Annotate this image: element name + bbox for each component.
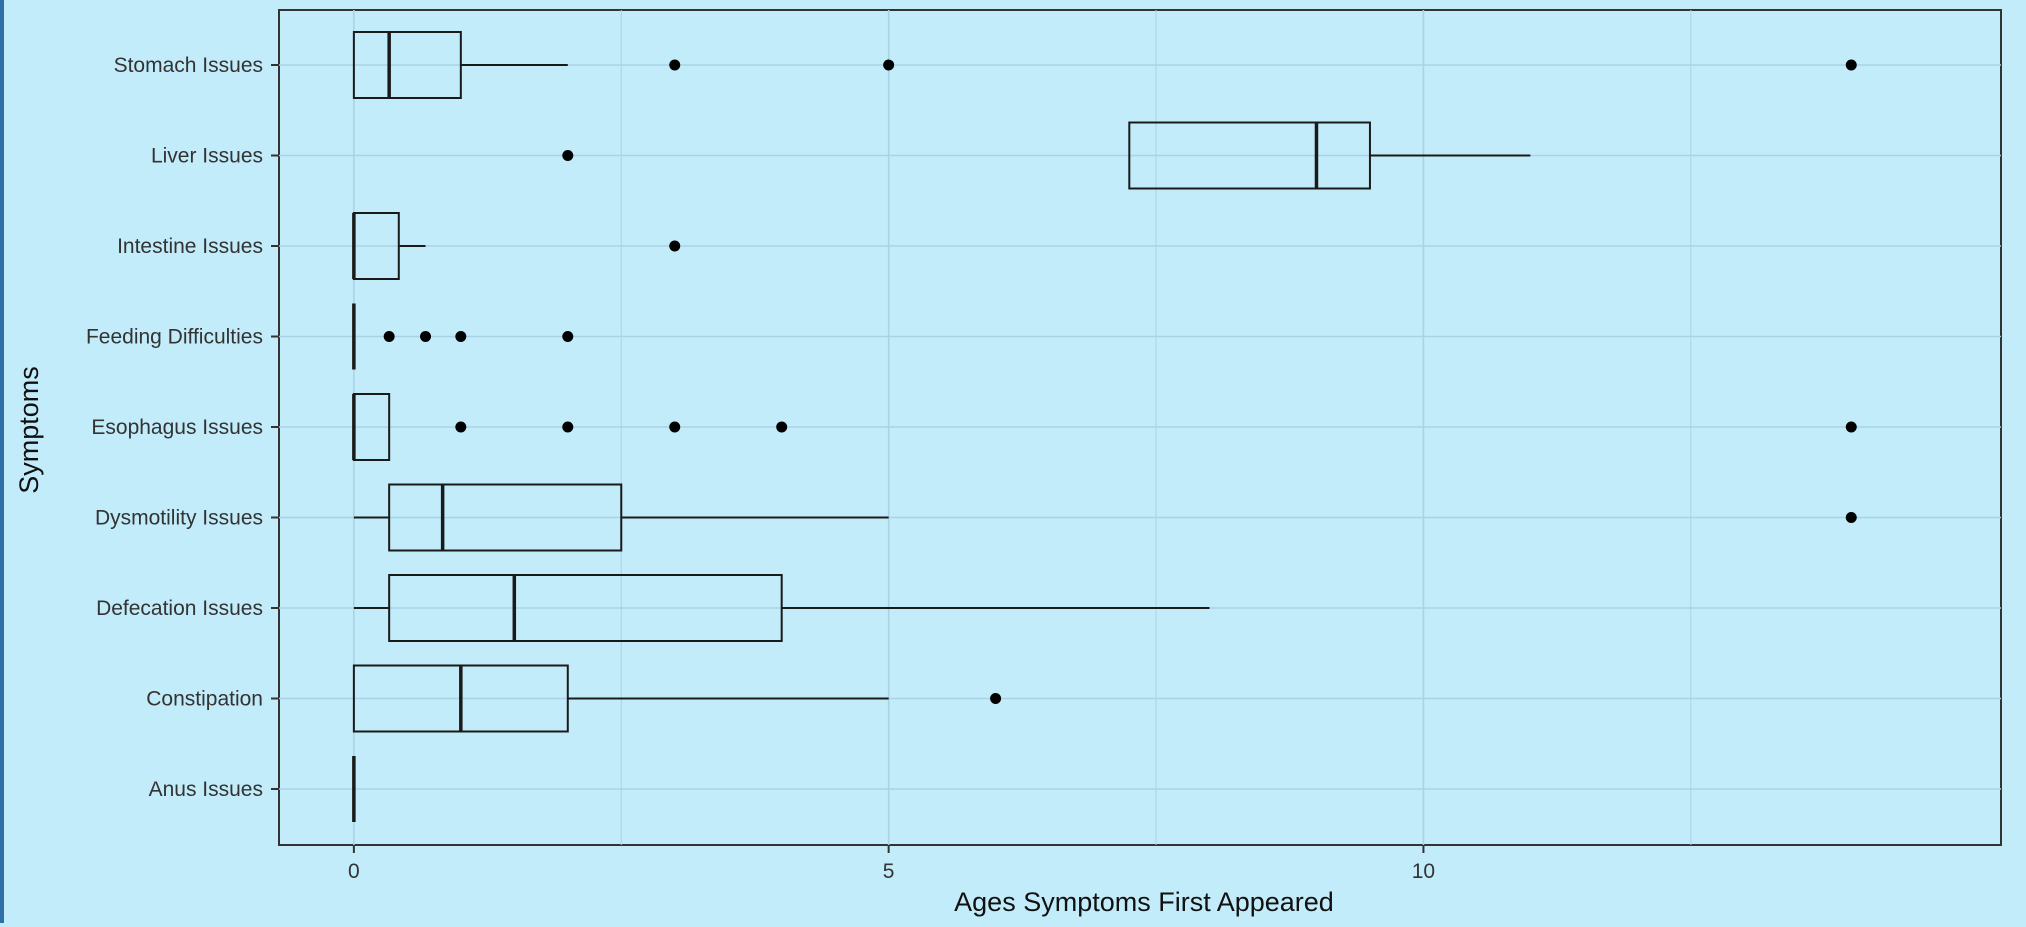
box-esophagus-issues bbox=[352, 393, 1857, 461]
y-axis-ticks: Stomach Issues Liver Issues Intestine Issu… bbox=[86, 54, 279, 801]
outlier-point bbox=[669, 240, 681, 252]
box-intestine-issues bbox=[352, 212, 681, 280]
outlier-point bbox=[455, 421, 467, 433]
outlier-point bbox=[562, 421, 574, 433]
box-constipation bbox=[352, 664, 1002, 733]
box-feeding-difficulties bbox=[352, 303, 574, 370]
x-tick-label: 10 bbox=[1412, 860, 1435, 883]
box-rect bbox=[388, 574, 783, 642]
x-axis-ticks: 0 5 10 bbox=[348, 845, 1435, 883]
outlier-point bbox=[420, 331, 432, 342]
outlier-point bbox=[1845, 512, 1857, 523]
box-defecation-issues bbox=[353, 574, 1210, 642]
y-tick-label: Intestine Issues bbox=[117, 235, 263, 258]
y-tick-label: Constipation bbox=[146, 688, 263, 711]
outlier-point bbox=[669, 59, 681, 71]
box-dysmotility-issues bbox=[353, 483, 1857, 552]
outlier-point bbox=[883, 59, 895, 71]
outlier-point bbox=[1845, 59, 1857, 71]
outlier-point bbox=[990, 693, 1002, 704]
outlier-point bbox=[562, 150, 574, 161]
y-tick-label: Liver Issues bbox=[151, 145, 263, 168]
outlier-point bbox=[1845, 421, 1857, 433]
y-axis-title: Symptoms bbox=[14, 366, 44, 494]
outlier-point bbox=[669, 421, 681, 433]
y-tick-label: Esophagus Issues bbox=[91, 416, 263, 439]
outlier-point bbox=[776, 421, 788, 433]
outlier-point bbox=[562, 331, 574, 342]
y-tick-label: Stomach Issues bbox=[114, 54, 263, 77]
boxes bbox=[352, 31, 1857, 822]
box-rect bbox=[388, 483, 623, 552]
y-tick-label: Feeding Difficulties bbox=[86, 326, 263, 349]
y-tick-label: Defecation Issues bbox=[96, 597, 263, 620]
box-rect bbox=[352, 31, 462, 99]
box-rect bbox=[1128, 121, 1371, 190]
box-liver-issues bbox=[562, 121, 1531, 190]
outlier-point bbox=[455, 331, 467, 342]
x-axis-title: Ages Symptoms First Appeared bbox=[954, 887, 1334, 917]
outlier-point bbox=[383, 331, 395, 342]
y-tick-label: Anus Issues bbox=[149, 778, 263, 801]
box-stomach-issues bbox=[352, 31, 1857, 99]
x-tick-label: 0 bbox=[348, 860, 360, 883]
x-tick-label: 5 bbox=[883, 860, 895, 883]
y-tick-label: Dysmotility Issues bbox=[95, 507, 263, 530]
